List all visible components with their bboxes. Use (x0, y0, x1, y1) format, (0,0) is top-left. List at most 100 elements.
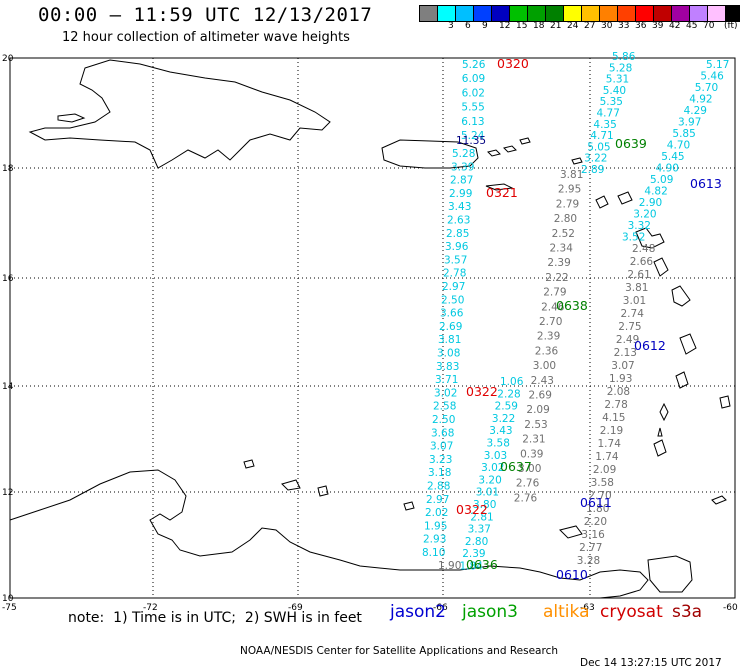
wave-height-value: 2.79 (556, 198, 579, 210)
wave-height-value: 5.28 (609, 62, 632, 74)
pass-time-label: 0637 (500, 459, 532, 474)
wave-height-value: 3.66 (440, 308, 464, 320)
wave-height-value: 2.74 (621, 308, 645, 320)
wave-height-value: 2.08 (607, 386, 630, 398)
pass-time-label: 0613 (690, 176, 722, 191)
wave-height-value: 3.58 (487, 438, 510, 450)
color-scale-labels: 3 6 9 12 15 18 21 24 27 30 33 36 39 42 45 70 (ft) (420, 21, 740, 33)
wave-height-value: 3.96 (445, 241, 469, 253)
wave-height-value: 3.71 (435, 374, 458, 386)
wave-height-value: 2.19 (600, 425, 623, 437)
wave-height-value: 2.75 (618, 321, 641, 333)
wave-height-value: 3.20 (633, 209, 656, 221)
wave-height-value: 2.69 (439, 321, 462, 333)
altimeter-map: -75 -72 -69 -66 -63 -60 20 18 16 14 12 10 5.26 6.09 6… (2, 51, 738, 613)
wave-height-value: 5.55 (461, 102, 484, 114)
dominica (653, 257, 669, 277)
scale-label: 24 (567, 21, 579, 31)
credit-timestamp: Dec 14 13:27:15 UTC 2017 (580, 657, 722, 669)
longitude-label: -63 (580, 603, 595, 613)
latitude-label: 10 (2, 594, 14, 604)
st-lucia (679, 333, 697, 355)
wave-height-value: 3.68 (431, 427, 454, 439)
color-scale (419, 5, 740, 22)
latitude-label: 12 (2, 488, 13, 498)
wave-height-value: 4.29 (684, 105, 707, 117)
wave-height-value: 2.97 (442, 281, 465, 293)
scale-label: 33 (618, 21, 630, 31)
wave-height-value: 2.88 (427, 481, 450, 493)
wave-height-value: 5.46 (700, 71, 724, 83)
wave-height-value: 2.80 (554, 213, 577, 225)
wave-height-value: 3.02 (434, 387, 457, 399)
satellite-cryosat: cryosat (600, 602, 663, 622)
wave-height-value: 8.10 (422, 547, 445, 559)
satellite-altika: altika (543, 602, 590, 622)
wave-height-value: 2.78 (443, 268, 466, 280)
longitude-label: -66 (433, 603, 448, 613)
pass-time-label: 0638 (556, 298, 588, 313)
pass-time-label: 0639 (615, 136, 647, 151)
wave-height-value: 2.76 (514, 492, 538, 504)
wave-height-value: 4.92 (689, 94, 712, 106)
wave-height-value: 2.95 (558, 184, 581, 196)
wave-height-value: 2.50 (432, 414, 455, 426)
wave-height-value: 3.00 (518, 463, 541, 475)
scale-label: 12 (499, 21, 511, 31)
wave-height-value: 3.01 (476, 487, 499, 499)
wave-height-value: 2.93 (423, 534, 446, 546)
wave-height-value: 5.09 (650, 174, 673, 186)
wave-height-value: 3.52 (622, 232, 645, 244)
trinidad-coast (647, 555, 693, 593)
wave-height-value: 2.20 (584, 516, 607, 528)
scale-label: 30 (601, 21, 613, 31)
tobago (711, 495, 727, 505)
longitude-label: -60 (723, 603, 738, 613)
wave-height-value: 2.61 (627, 269, 650, 281)
wave-height-value: 3.39 (451, 161, 474, 173)
wave-height-value: 2.34 (550, 243, 574, 255)
wave-height-value: 3.18 (428, 467, 451, 479)
latitude-label: 18 (2, 164, 14, 174)
wave-height-value: 5.31 (606, 74, 629, 86)
wave-height-value: 4.77 (597, 108, 620, 120)
gonave-island (57, 113, 86, 123)
wave-height-value: 2.85 (446, 228, 469, 240)
margarita (559, 525, 583, 539)
wave-height-value: 3.07 (611, 360, 634, 372)
scale-label: 6 (465, 21, 471, 31)
wave-height-value: 2.49 (616, 334, 639, 346)
longitude-label: -69 (288, 603, 303, 613)
wave-height-value: 5.24 (461, 130, 485, 142)
wave-height-value: 3.20 (478, 474, 501, 486)
wave-height-value: 3.16 (581, 529, 605, 541)
wave-height-value: 3.28 (577, 555, 600, 567)
los-roques (403, 501, 415, 511)
scale-label: 21 (550, 21, 562, 31)
wave-height-value: 2.81 (470, 511, 493, 523)
pass-time-label: 0322 (466, 384, 498, 399)
wave-height-value: 2.48 (632, 243, 655, 255)
wave-height-value: 2.39 (547, 257, 570, 269)
wave-height-value: 2.39 (462, 548, 485, 560)
wave-height-value: 5.85 (672, 128, 695, 140)
martinique (671, 285, 691, 307)
wave-height-value: 4.71 (590, 130, 613, 142)
wave-height-value: 2.70 (539, 316, 562, 328)
pass-time-label: 0322 (456, 502, 488, 517)
wave-height-value: 3.01 (623, 295, 646, 307)
wave-height-value: 3.23 (429, 454, 452, 466)
scale-label: 42 (669, 21, 681, 31)
wave-height-value: 2.77 (579, 542, 602, 554)
st-vincent (675, 371, 689, 389)
wave-height-value: 3.58 (591, 477, 614, 489)
wave-height-value: 1.90 (438, 560, 461, 572)
wave-height-value: 3.97 (678, 117, 701, 129)
wave-height-value: 2.79 (543, 287, 566, 299)
pass-time-label: 0610 (556, 567, 588, 582)
wave-height-value: 5.05 (587, 141, 610, 153)
wave-height-value: 3.43 (448, 201, 471, 213)
wave-height-value: 2.70 (588, 490, 611, 502)
wave-height-value: 5.86 (612, 51, 636, 63)
wave-height-value: 4.90 (656, 163, 679, 175)
